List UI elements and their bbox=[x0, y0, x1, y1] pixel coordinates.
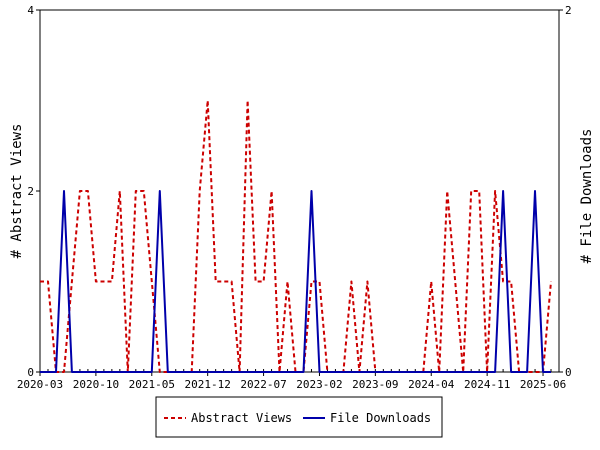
x-tick-label: 2023-02 bbox=[296, 378, 342, 391]
y-axis-right-title: # File Downloads bbox=[579, 129, 595, 264]
series-line-abstract-views bbox=[40, 99, 552, 373]
x-tick-label: 2021-05 bbox=[129, 378, 175, 391]
legend-label-file-downloads: File Downloads bbox=[330, 411, 431, 425]
y-left-tick-label: 0 bbox=[27, 366, 34, 379]
series-layer bbox=[40, 99, 552, 373]
y-right-tick-label: 0 bbox=[565, 366, 572, 379]
x-tick-label: 2022-07 bbox=[240, 378, 286, 391]
x-tick-label: 2024-04 bbox=[408, 378, 455, 391]
x-tick-label: 2023-09 bbox=[352, 378, 398, 391]
legend-label-abstract-views: Abstract Views bbox=[191, 411, 292, 425]
y-left-tick-label: 2 bbox=[27, 185, 34, 198]
x-tick-label: 2024-11 bbox=[464, 378, 510, 391]
series-line-file-downloads bbox=[40, 190, 551, 373]
legend-box bbox=[155, 396, 443, 438]
x-tick-label: 2020-03 bbox=[17, 378, 63, 391]
x-tick-label: 2021-12 bbox=[184, 378, 230, 391]
legend: Abstract Views File Downloads bbox=[155, 396, 443, 438]
y-left-tick-label: 4 bbox=[27, 4, 34, 17]
x-tick-label: 2025-06 bbox=[520, 378, 566, 391]
x-tick-label: 2020-10 bbox=[73, 378, 119, 391]
y-right-tick-label: 2 bbox=[565, 4, 572, 17]
tick-labels: 2020-03 2020-10 2021-05 2021-12 2022-07 2023-… bbox=[17, 4, 572, 391]
y-axis-left-title: # Abstract Views bbox=[9, 124, 25, 259]
